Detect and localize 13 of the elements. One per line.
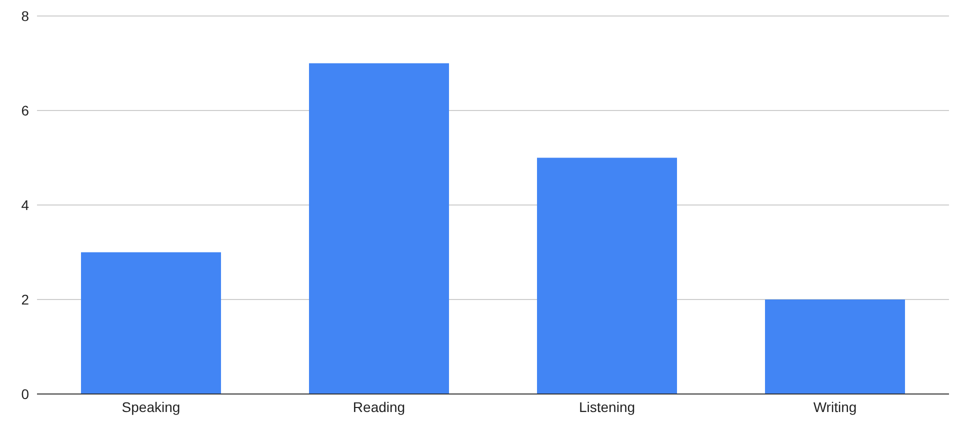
x-tick-label: Listening: [578, 398, 636, 415]
x-tick-label: Reading: [352, 398, 406, 415]
y-tick-label: 0: [21, 386, 30, 402]
y-tick-label: 4: [21, 196, 30, 213]
bar: [81, 252, 221, 394]
bar: [537, 158, 677, 394]
bar: [309, 63, 449, 394]
x-tick-label: Speaking: [122, 398, 180, 415]
y-tick-label: 6: [21, 102, 30, 118]
y-tick-label: 8: [21, 8, 30, 24]
bar: [765, 300, 905, 394]
x-tick-label: Writing: [813, 398, 857, 415]
y-tick-label: 2: [21, 291, 30, 308]
